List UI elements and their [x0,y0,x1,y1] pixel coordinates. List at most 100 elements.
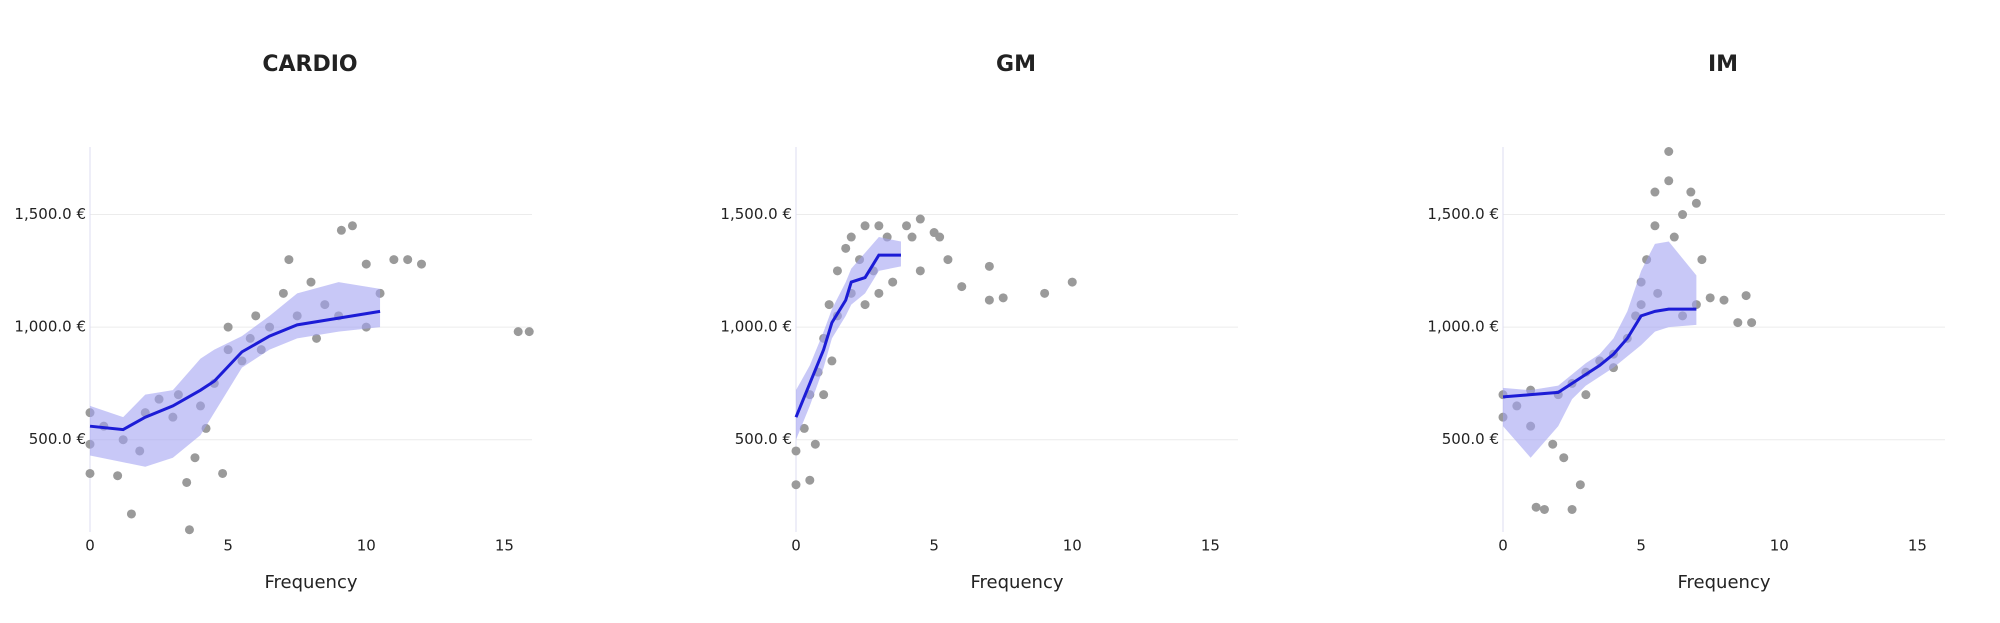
point [190,453,200,463]
point [935,232,945,242]
point [846,232,856,242]
x-tick-label: 0 [1498,537,1508,555]
x-axis-label: Frequency [971,572,1064,593]
point [984,261,994,271]
point [1705,293,1715,303]
point [347,221,357,231]
x-axis-label: Frequency [265,572,358,593]
point [312,333,322,343]
x-tick-label: 5 [929,537,939,555]
point [1691,198,1701,208]
point [403,255,413,265]
y-tick-label: 1,000.0 € [14,318,86,336]
point [915,266,925,276]
point [819,390,829,400]
point [336,225,346,235]
x-tick-label: 15 [1201,537,1220,555]
point [1559,453,1569,463]
x-tick-label: 0 [85,537,95,555]
point [874,288,884,298]
point [1741,291,1751,301]
confidence-band [90,282,381,467]
point [799,423,809,433]
x-axis-label: Frequency [1678,572,1771,593]
point [1664,147,1674,157]
point [943,255,953,265]
x-tick-label: 10 [1770,537,1789,555]
point [1531,502,1541,512]
trend-line [89,309,381,432]
point [998,293,1008,303]
point [874,221,884,231]
confidence-band [1503,241,1697,458]
point [810,439,820,449]
point [1548,439,1558,449]
point [306,277,316,287]
y-tick-label: 1,500.0 € [720,205,792,223]
point [860,221,870,231]
point [805,475,815,485]
point [524,327,534,337]
point [182,477,192,487]
point [1650,221,1660,231]
point [85,468,95,478]
point [1040,288,1050,298]
point [1686,187,1696,197]
point [984,295,994,305]
point [513,327,523,337]
x-tick-label: 0 [791,537,801,555]
x-tick-label: 10 [357,537,376,555]
y-tick-label: 1,500.0 € [14,205,86,223]
point [113,471,123,481]
point [791,480,801,490]
y-tick-label: 1,000.0 € [1427,318,1499,336]
point [1567,504,1577,514]
point [957,282,967,292]
point [1669,232,1679,242]
y-tick-label: 1,500.0 € [1427,205,1499,223]
chart-title: GM [996,52,1036,77]
chart-title: IM [1708,52,1738,77]
point [1664,176,1674,186]
point [824,300,834,310]
point [284,255,294,265]
y-tick-label: 1,000.0 € [720,318,792,336]
y-tick-label: 500.0 € [29,430,86,448]
point [278,288,288,298]
x-tick-label: 15 [495,537,514,555]
point [251,311,261,321]
point [1719,295,1729,305]
point [389,255,399,265]
point [907,232,917,242]
point [1678,210,1688,220]
point [860,300,870,310]
point [832,266,842,276]
y-tick-label: 500.0 € [1442,430,1499,448]
point [902,221,911,231]
point [888,277,898,287]
x-tick-label: 10 [1063,537,1082,555]
point [1581,390,1591,400]
confidence-band [796,237,901,440]
point [184,525,194,535]
trend-line [1502,307,1697,399]
x-tick-label: 5 [1636,537,1646,555]
point [1650,187,1660,197]
point [126,509,136,519]
point [417,259,426,269]
point [1697,255,1707,265]
x-tick-label: 15 [1908,537,1927,555]
point [827,356,837,366]
point [1575,480,1585,490]
point [1067,277,1077,287]
y-tick-label: 500.0 € [735,430,792,448]
point [1733,318,1743,328]
point [223,322,233,332]
point [841,243,851,253]
point [915,214,925,224]
chart-title: CARDIO [262,52,357,77]
x-tick-label: 5 [223,537,233,555]
point [791,446,801,456]
trend-line [794,253,901,418]
